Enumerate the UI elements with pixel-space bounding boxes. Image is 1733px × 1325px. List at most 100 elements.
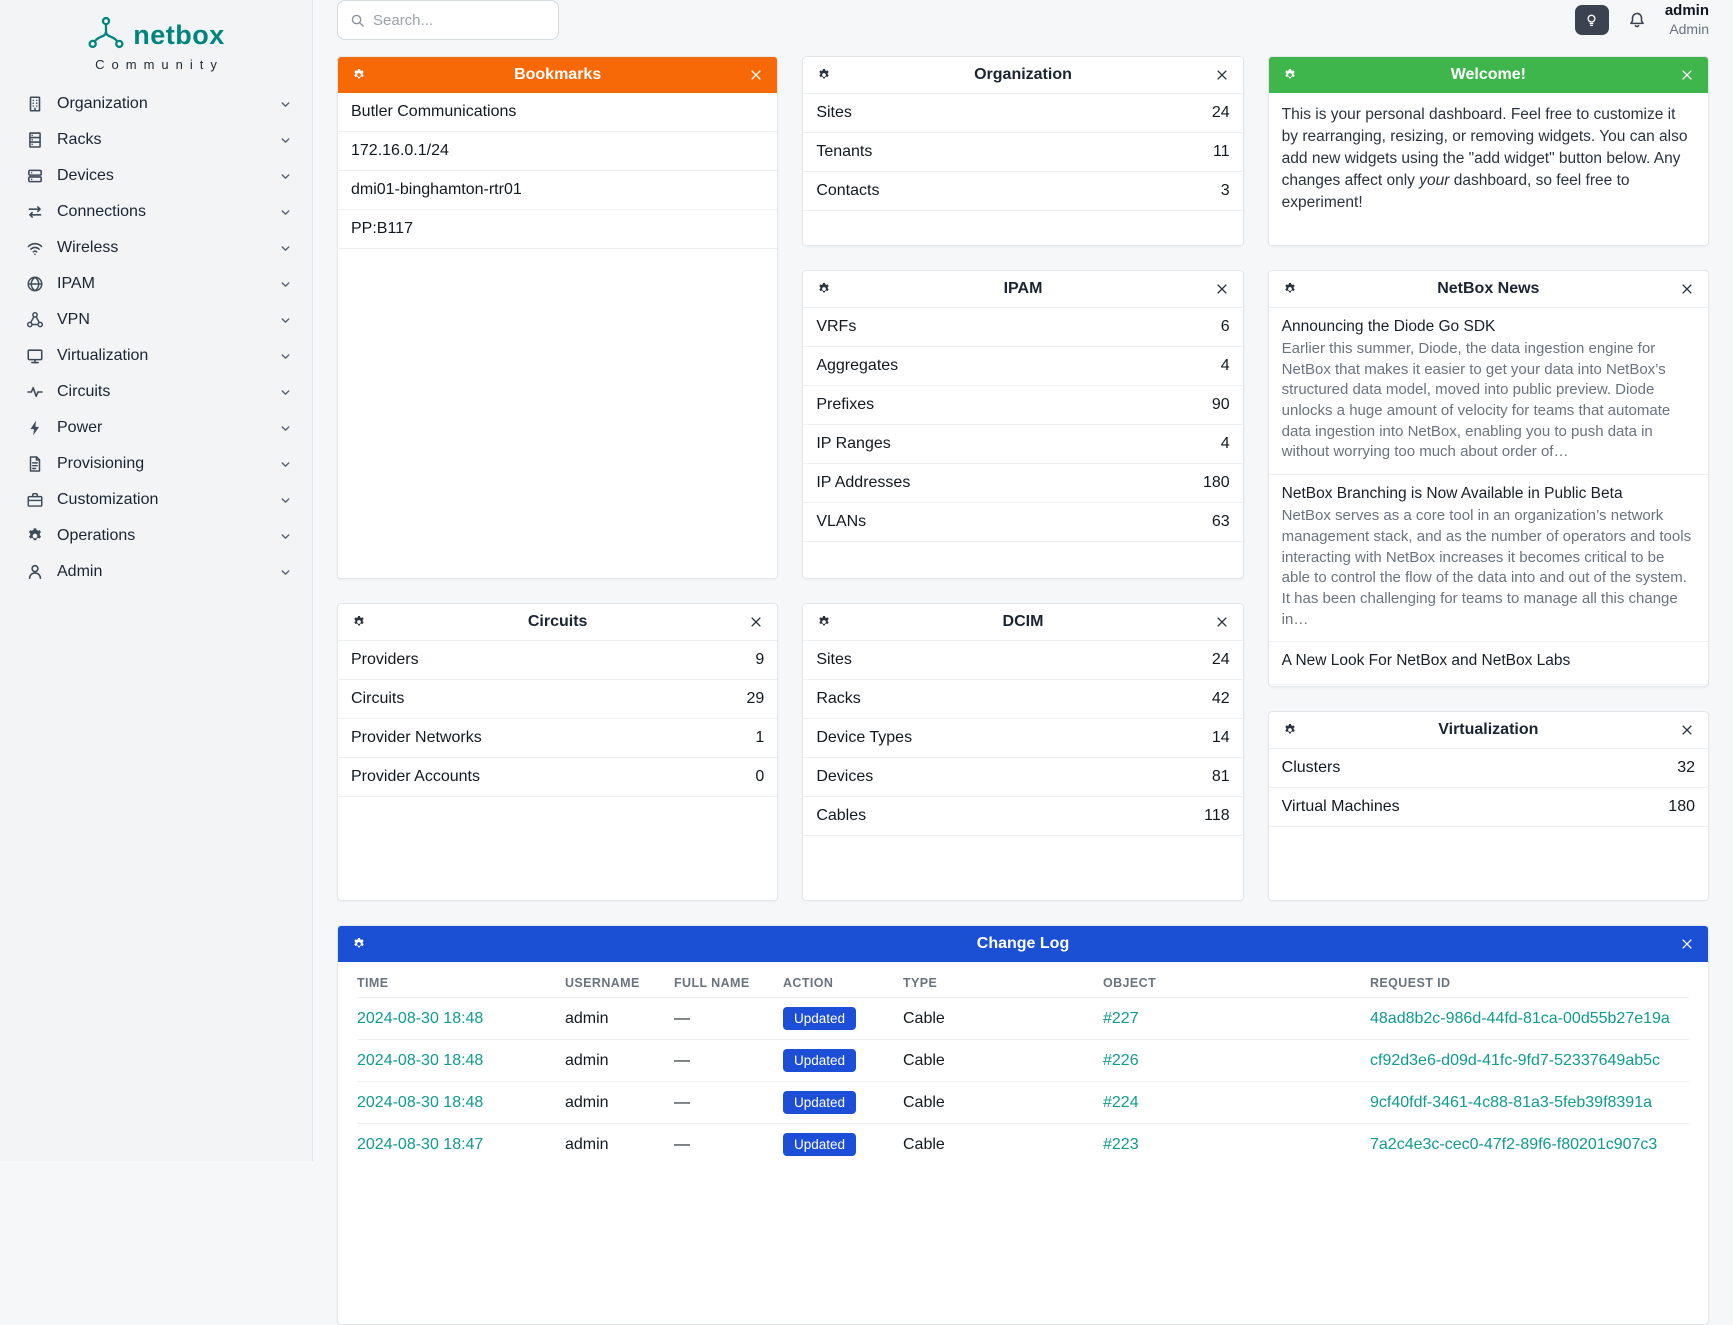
- stat-row[interactable]: Sites 24: [803, 94, 1243, 133]
- changelog-request-link[interactable]: cf92d3e6-d09d-41fc-9fd7-52337649ab5c: [1370, 1051, 1661, 1069]
- close-icon: [751, 70, 761, 80]
- stat-row[interactable]: IP Addresses 180: [803, 464, 1243, 503]
- widget-config-button[interactable]: [350, 613, 368, 631]
- stat-row[interactable]: Contacts 3: [803, 172, 1243, 211]
- changelog-time-link[interactable]: 2024-08-30 18:47: [357, 1135, 484, 1153]
- widget-config-button[interactable]: [350, 66, 368, 84]
- changelog-object-link[interactable]: #227: [1103, 1009, 1139, 1027]
- welcome-text-part: This is your personal dashboard. Feel fr…: [1281, 106, 1688, 189]
- stat-label: Device Types: [816, 729, 913, 746]
- col-time: TIME: [357, 976, 389, 990]
- changelog-request-link[interactable]: 7a2c4e3c-cec0-47f2-89f6-f80201c907c3: [1370, 1135, 1658, 1153]
- stat-value: 118: [1204, 807, 1230, 824]
- changelog-request-link[interactable]: 9cf40fdf-3461-4c88-81a3-5feb39f8391a: [1370, 1093, 1652, 1111]
- sidebar-item-customization[interactable]: Customization: [0, 482, 312, 518]
- stat-row[interactable]: VLANs 63: [803, 503, 1243, 542]
- welcome-widget: Welcome! This is your personal dashboard…: [1267, 56, 1709, 246]
- chevron-down-icon: [279, 566, 292, 579]
- sidebar-item-wireless[interactable]: Wireless: [0, 230, 312, 266]
- sidebar-item-virtualization[interactable]: Virtualization: [0, 338, 312, 374]
- widget-config-button[interactable]: [815, 613, 833, 631]
- stat-row[interactable]: IP Ranges 4: [803, 425, 1243, 464]
- stat-row[interactable]: Provider Networks 1: [338, 719, 778, 758]
- widget-close-button[interactable]: [1213, 280, 1231, 298]
- sidebar-item-vpn[interactable]: VPN: [0, 302, 312, 338]
- bookmark-link[interactable]: PP:B117: [338, 210, 778, 249]
- stat-row[interactable]: Virtual Machines 180: [1268, 788, 1708, 827]
- news-item[interactable]: NetBox Branching is Now Available in Pub…: [1268, 475, 1708, 643]
- widget-close-button[interactable]: [1678, 280, 1696, 298]
- changelog-object-link[interactable]: #224: [1103, 1093, 1139, 1111]
- widget-config-button[interactable]: [1281, 721, 1299, 739]
- sidebar-item-connections[interactable]: Connections: [0, 194, 312, 230]
- changelog-username: admin: [565, 1093, 609, 1111]
- theme-toggle-button[interactable]: [1574, 5, 1609, 35]
- sidebar-item-circuits[interactable]: Circuits: [0, 374, 312, 410]
- changelog-object-link[interactable]: #223: [1103, 1135, 1139, 1153]
- search-icon: [351, 14, 364, 27]
- changelog-time-link[interactable]: 2024-08-30 18:48: [357, 1051, 484, 1069]
- sidebar-item-admin[interactable]: Admin: [0, 554, 312, 590]
- changelog-object-link[interactable]: #226: [1103, 1051, 1139, 1069]
- sidebar-item-devices[interactable]: Devices: [0, 158, 312, 194]
- stat-label: Prefixes: [816, 396, 875, 413]
- topbar: admin Admin: [313, 0, 1733, 40]
- stat-value: 4: [1220, 357, 1230, 374]
- gear-icon: [354, 938, 364, 948]
- changelog-time-link[interactable]: 2024-08-30 18:48: [357, 1093, 484, 1111]
- widget-config-button[interactable]: [815, 280, 833, 298]
- stat-row[interactable]: Providers 9: [338, 641, 778, 680]
- close-icon: [1682, 939, 1692, 949]
- news-item[interactable]: Announcing the Diode Go SDK Earlier this…: [1268, 308, 1708, 476]
- changelog-fullname: —: [674, 1135, 690, 1153]
- notifications-button[interactable]: [1625, 5, 1649, 35]
- widget-close-button[interactable]: [747, 613, 765, 631]
- widget-config-button[interactable]: [1281, 280, 1299, 298]
- widget-close-button[interactable]: [1678, 721, 1696, 739]
- stat-row[interactable]: Aggregates 4: [803, 347, 1243, 386]
- stat-value: 1: [755, 729, 765, 746]
- stat-row[interactable]: Racks 42: [803, 680, 1243, 719]
- user-menu[interactable]: admin Admin: [1665, 2, 1709, 38]
- bookmark-link[interactable]: 172.16.0.1/24: [338, 132, 778, 171]
- bookmark-link[interactable]: Butler Communications: [338, 93, 778, 132]
- stat-row[interactable]: Tenants 11: [803, 133, 1243, 172]
- stat-row[interactable]: Provider Accounts 0: [338, 758, 778, 797]
- action-badge: Updated: [783, 1007, 857, 1030]
- stat-row[interactable]: Sites 24: [803, 641, 1243, 680]
- news-item[interactable]: A New Look For NetBox and NetBox Labs: [1268, 642, 1708, 686]
- search-input[interactable]: [373, 11, 546, 29]
- widget-config-button[interactable]: [350, 935, 368, 953]
- widget-close-button[interactable]: [1678, 66, 1696, 84]
- sidebar-item-provisioning[interactable]: Provisioning: [0, 446, 312, 482]
- stat-label: VRFs: [816, 318, 857, 335]
- sidebar-item-organization[interactable]: Organization: [0, 86, 312, 122]
- stat-label: Clusters: [1281, 759, 1341, 776]
- widget-close-button[interactable]: [1213, 66, 1231, 84]
- stat-row[interactable]: Circuits 29: [338, 680, 778, 719]
- sidebar-item-racks[interactable]: Racks: [0, 122, 312, 158]
- widget-close-button[interactable]: [1678, 935, 1696, 953]
- stat-row[interactable]: VRFs 6: [803, 308, 1243, 347]
- chevron-down-icon: [279, 530, 292, 543]
- stat-row[interactable]: Device Types 14: [803, 719, 1243, 758]
- stat-row[interactable]: Cables 118: [803, 797, 1243, 836]
- stat-row[interactable]: Prefixes 90: [803, 386, 1243, 425]
- widget-config-button[interactable]: [1281, 66, 1299, 84]
- close-icon: [1217, 284, 1227, 294]
- changelog-time-link[interactable]: 2024-08-30 18:48: [357, 1009, 484, 1027]
- widget-config-button[interactable]: [815, 66, 833, 84]
- sidebar-item-power[interactable]: Power: [0, 410, 312, 446]
- sidebar-item-ipam[interactable]: IPAM: [0, 266, 312, 302]
- stat-row[interactable]: Clusters 32: [1268, 749, 1708, 788]
- widget-close-button[interactable]: [747, 66, 765, 84]
- widget-close-button[interactable]: [1213, 613, 1231, 631]
- bookmark-link[interactable]: dmi01-binghamton-rtr01: [338, 171, 778, 210]
- stat-value: 63: [1211, 513, 1230, 530]
- stat-row[interactable]: Devices 81: [803, 758, 1243, 797]
- changelog-widget: Change Log TIME USERNAME FULL NAME ACTIO…: [337, 925, 1709, 1325]
- netbox-logo[interactable]: netbox: [0, 16, 312, 54]
- stat-value: 180: [1668, 798, 1695, 815]
- changelog-request-link[interactable]: 48ad8b2c-986d-44fd-81ca-00d55b27e19a: [1370, 1009, 1670, 1027]
- sidebar-item-operations[interactable]: Operations: [0, 518, 312, 554]
